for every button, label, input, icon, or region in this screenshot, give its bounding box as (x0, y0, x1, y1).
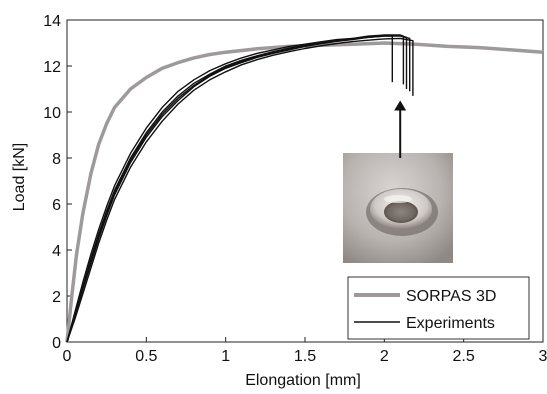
series-layer (65, 34, 544, 343)
series-line-experiment-4 (66, 37, 414, 343)
x-axis-label: Elongation [mm] (245, 372, 361, 389)
x-tick-label: 3 (539, 348, 547, 365)
y-tick-label: 4 (52, 243, 61, 260)
y-axis-label: Load [kN] (11, 143, 28, 211)
y-tick-label: 14 (43, 13, 61, 30)
x-tick-label: 0 (63, 348, 72, 365)
x-tick-label: 1.5 (294, 348, 316, 365)
y-tick-label: 0 (52, 335, 61, 352)
plot-area: 0 0.5 1 1.5 2 2.5 3 0 2 4 6 8 10 12 14 (43, 13, 547, 365)
y-tick-label: 10 (43, 105, 61, 122)
series-line-experiment-2 (66, 34, 405, 343)
inset-photo (343, 153, 453, 263)
x-tick-label: 2.5 (453, 348, 475, 365)
legend: SORPAS 3D Experiments (347, 276, 530, 340)
y-tick-label: 12 (43, 59, 61, 76)
legend-label-experiments: Experiments (406, 315, 495, 332)
legend-label-sorpas: SORPAS 3D (406, 288, 496, 305)
y-tick-label: 6 (52, 197, 61, 214)
fracture-arrow (394, 100, 407, 158)
x-tick-label: 1 (221, 348, 230, 365)
x-tick-label: 2 (380, 348, 389, 365)
arrow-head (394, 100, 407, 111)
y-tick-label: 2 (52, 289, 61, 306)
y-tick-label: 8 (52, 151, 61, 168)
x-tick-label: 0.5 (135, 348, 157, 365)
series-line-sorpas (65, 41, 544, 343)
series-line-experiment-5 (66, 34, 408, 343)
